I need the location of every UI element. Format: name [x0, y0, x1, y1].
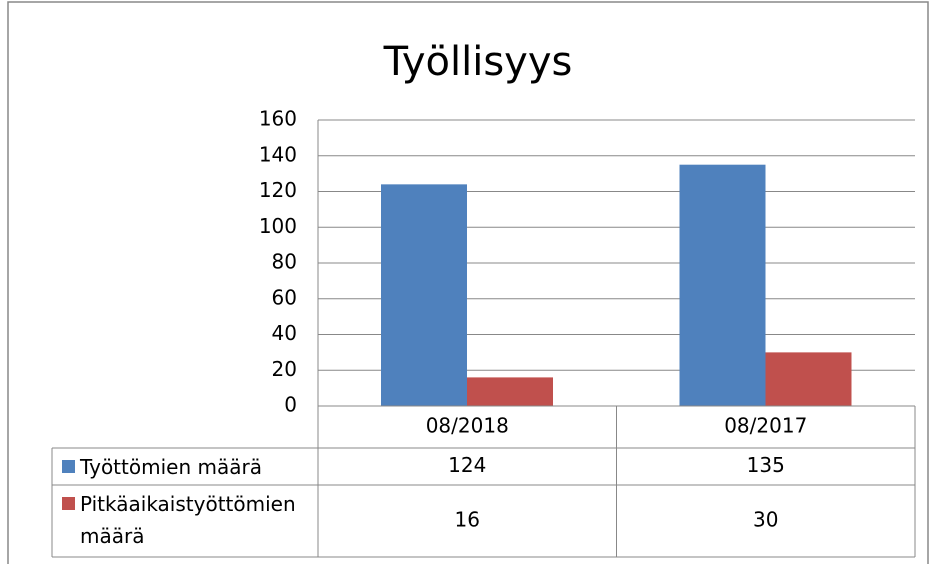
x-tick-label: 08/2018	[426, 414, 509, 438]
y-tick-label: 0	[284, 393, 297, 417]
y-tick-label: 120	[259, 178, 297, 202]
y-tick-label: 140	[259, 142, 297, 166]
table-value: 135	[747, 453, 785, 477]
y-tick-label: 100	[259, 214, 297, 238]
table-value: 16	[455, 508, 480, 532]
legend-label: Pitkäaikaistyöttömien määrä	[80, 492, 296, 548]
bar	[765, 352, 852, 406]
y-tick-label: 20	[272, 357, 297, 381]
y-tick-label: 80	[272, 250, 297, 274]
x-tick-label: 08/2017	[724, 414, 807, 438]
legend-swatch	[62, 497, 75, 510]
bar	[381, 184, 467, 406]
table-value: 30	[753, 508, 778, 532]
legend-label: Työttömien määrä	[80, 455, 262, 479]
bar	[467, 377, 553, 406]
chart-title: Työllisyys	[383, 39, 573, 85]
chart-frame	[7, 1, 929, 564]
bar	[679, 164, 766, 406]
y-tick-label: 40	[272, 321, 297, 345]
y-tick-label: 60	[272, 285, 297, 309]
legend-swatch	[62, 460, 75, 473]
table-value: 124	[448, 453, 486, 477]
y-tick-label: 160	[259, 107, 297, 131]
